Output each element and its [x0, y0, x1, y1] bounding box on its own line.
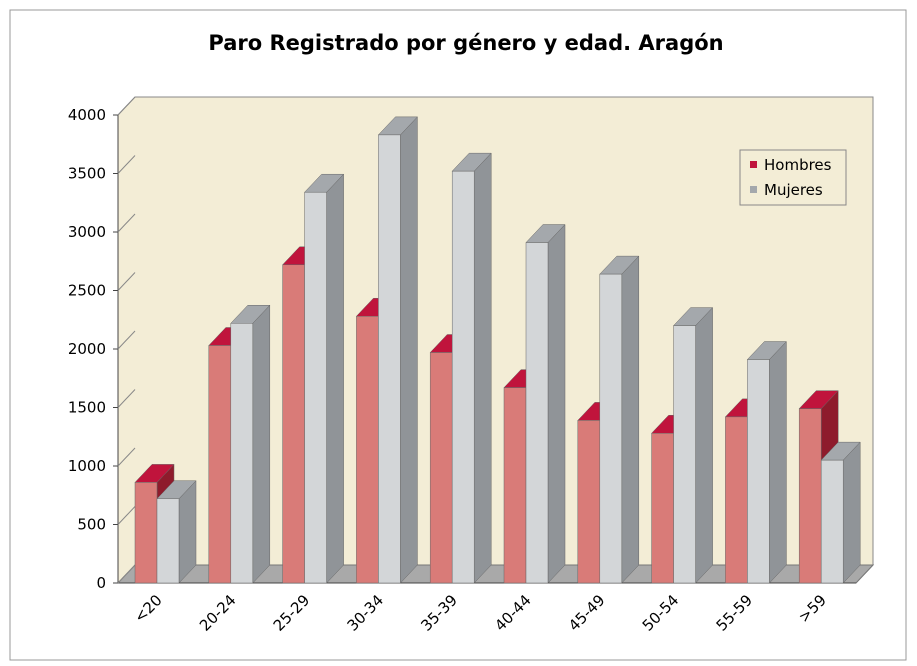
legend-label: Hombres — [764, 156, 832, 174]
bar-front — [525, 242, 549, 584]
bar-front — [503, 387, 527, 584]
bar-front — [599, 273, 623, 584]
wall-tick — [117, 389, 136, 408]
bar-side — [400, 116, 418, 584]
bar — [156, 480, 197, 584]
bar-side — [621, 255, 640, 584]
bar-front — [651, 432, 674, 584]
bar — [673, 306, 714, 584]
bar-side — [326, 173, 344, 584]
bar-front — [208, 345, 232, 584]
bar-front — [378, 134, 401, 584]
bar — [230, 304, 271, 584]
y-tick-label: 3000 — [68, 223, 106, 241]
bar — [304, 173, 345, 584]
wall-tick — [117, 330, 136, 350]
y-tick-label: 0 — [96, 574, 106, 592]
bar-front — [304, 191, 327, 584]
wall-tick — [117, 213, 136, 233]
bar-front — [577, 420, 601, 584]
legend-swatch — [750, 161, 757, 168]
y-tick-label: 3500 — [68, 165, 106, 183]
y-tick-label: 500 — [77, 516, 106, 534]
wall-tick — [117, 447, 136, 467]
bar-side — [695, 306, 713, 584]
wall-tick — [117, 96, 136, 116]
bar-side — [769, 340, 787, 584]
bar — [599, 255, 640, 584]
wall-tick — [117, 506, 136, 525]
bar-side — [252, 304, 271, 584]
bar-front — [451, 170, 475, 584]
bar — [820, 441, 861, 584]
legend-label: Mujeres — [764, 181, 823, 199]
wall-tick — [117, 564, 136, 584]
legend: Hombres Mujeres — [739, 149, 847, 206]
wall-tick — [117, 272, 136, 291]
bar-front — [134, 482, 158, 584]
bar-side — [473, 152, 492, 584]
bar — [746, 340, 787, 584]
bar-front — [230, 323, 254, 584]
bar-front — [282, 264, 305, 584]
bar-front — [747, 359, 770, 584]
wall-tick — [117, 155, 136, 174]
y-tick-label: 4000 — [68, 106, 106, 124]
y-tick-label: 2000 — [68, 340, 106, 358]
bar — [451, 152, 492, 584]
y-tick-label: 2500 — [68, 282, 106, 300]
legend-box — [739, 149, 847, 206]
legend-swatch — [750, 186, 757, 193]
bar — [525, 223, 566, 584]
chart-title: Paro Registrado por género y edad. Aragó… — [208, 31, 723, 55]
bar-front — [429, 352, 453, 584]
y-tick-label: 1500 — [68, 399, 106, 417]
bar-side — [547, 223, 566, 584]
y-tick-label: 1000 — [68, 457, 106, 475]
bar-front — [156, 498, 180, 584]
bar-front — [725, 416, 748, 584]
bar — [377, 116, 418, 584]
bar-side — [842, 441, 861, 584]
bar-front — [356, 315, 379, 584]
bar-front — [798, 408, 822, 584]
bar-front — [673, 325, 696, 584]
bar-front — [820, 459, 844, 584]
